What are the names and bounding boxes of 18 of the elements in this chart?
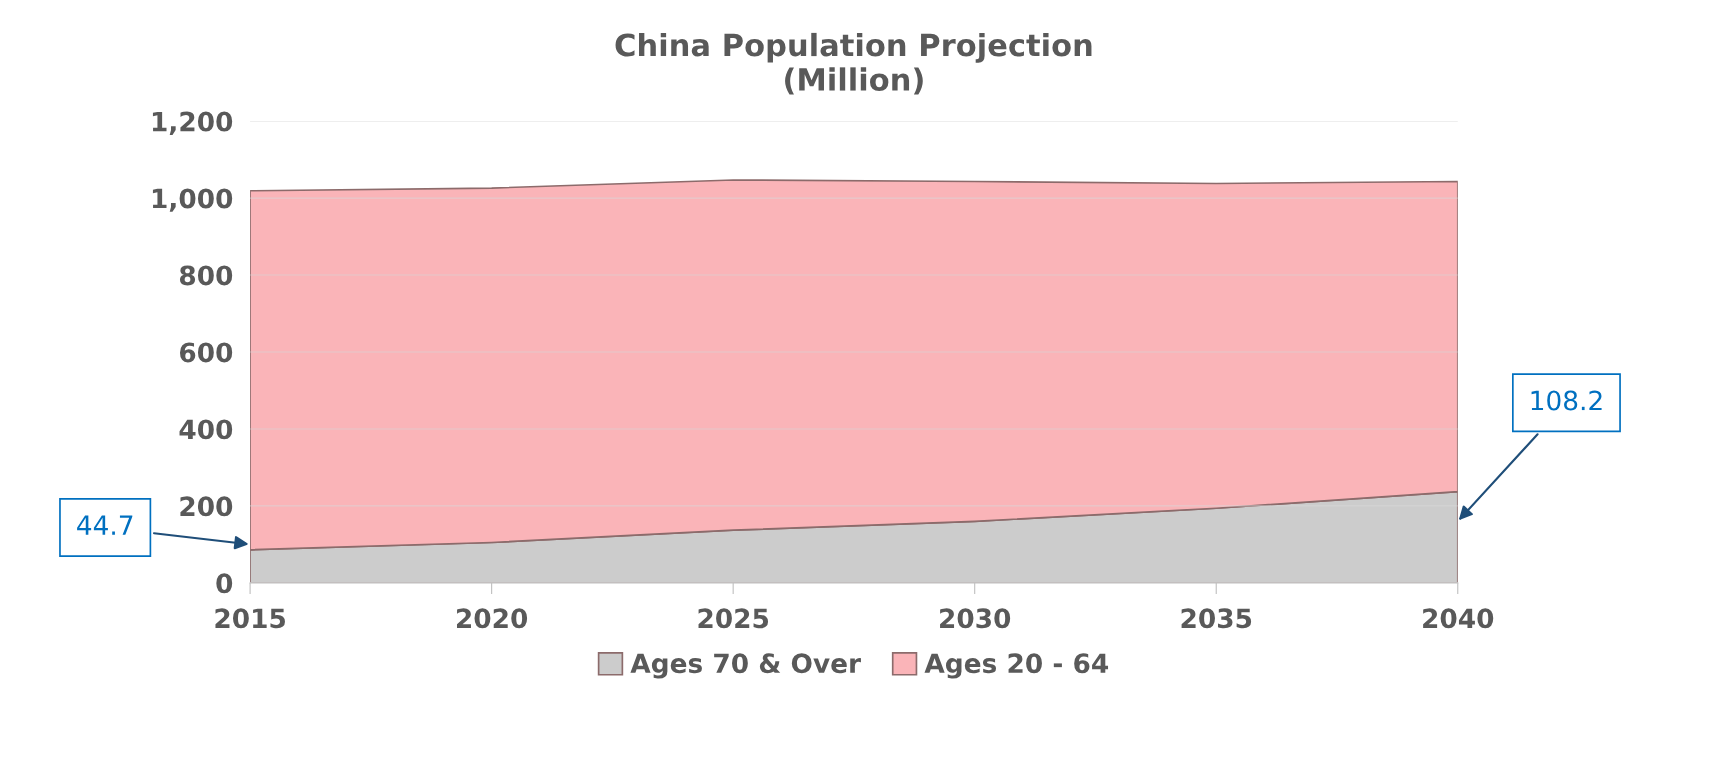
annotation: 44.7 bbox=[77, 515, 133, 535]
x-tick-label: 2035 bbox=[1181, 608, 1252, 629]
x-tick-label: 2025 bbox=[698, 608, 769, 629]
legend-label: Ages 70 & Over bbox=[630, 653, 861, 679]
annotation: 108.2 bbox=[1531, 390, 1602, 411]
y-tick-label: 400 bbox=[179, 419, 233, 440]
y-tick-label: 0 bbox=[216, 573, 233, 594]
y-tick-label: 600 bbox=[179, 342, 233, 363]
x-tick-label: 2020 bbox=[457, 608, 528, 629]
y-tick-label: 200 bbox=[180, 496, 233, 517]
y-tick-label: 800 bbox=[179, 265, 233, 286]
x-tick-label: 2015 bbox=[215, 608, 285, 629]
y-tick-label: 1,000 bbox=[152, 188, 233, 212]
y-tick-label: 1,200 bbox=[152, 111, 233, 135]
chart-title: China Population Projection (Million) bbox=[615, 32, 1092, 95]
x-tick-label: 2040 bbox=[1423, 608, 1494, 629]
legend-label: Ages 20 - 64 bbox=[924, 653, 1109, 679]
x-tick-label: 2030 bbox=[940, 608, 1011, 629]
